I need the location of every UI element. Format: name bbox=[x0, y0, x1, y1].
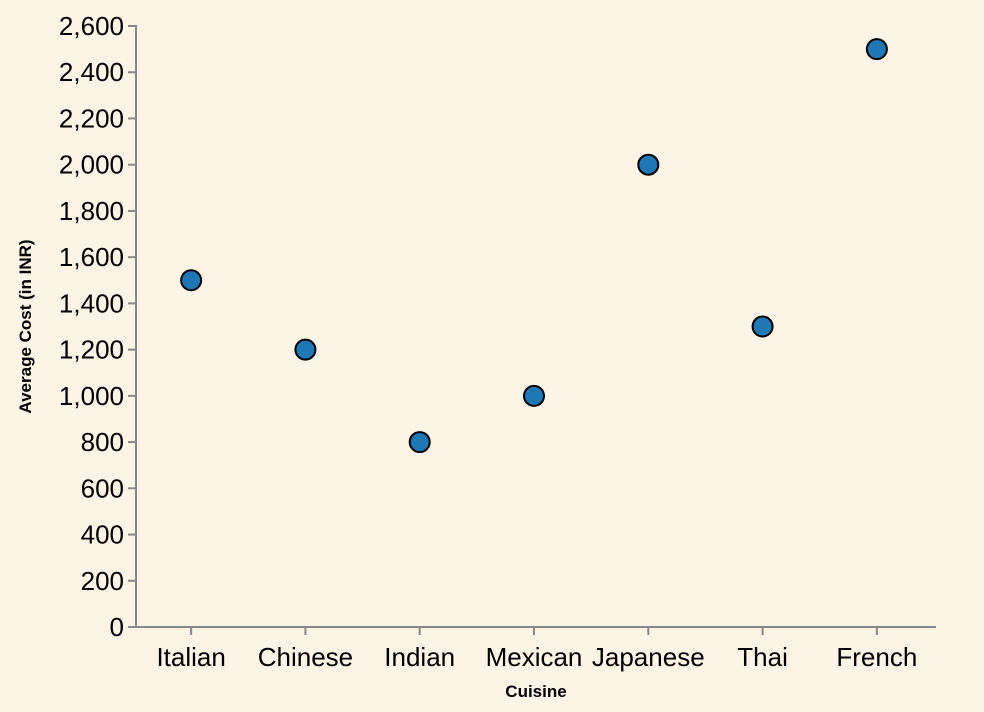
x-tick-label-thai: Thai bbox=[737, 642, 788, 672]
y-tick-label: 2,000 bbox=[59, 150, 124, 180]
x-tick-label-french: French bbox=[836, 642, 917, 672]
data-point-mexican bbox=[523, 384, 545, 407]
y-tick-label: 2,400 bbox=[59, 57, 124, 87]
x-tick-label-mexican: Mexican bbox=[486, 642, 583, 672]
x-tick-label-indian: Indian bbox=[384, 642, 455, 672]
y-tick-label: 1,400 bbox=[59, 288, 124, 318]
x-axis-title: Cuisine bbox=[505, 682, 566, 701]
data-point-japanese bbox=[637, 153, 660, 176]
data-point-french bbox=[865, 38, 888, 61]
y-tick-label: 200 bbox=[81, 566, 124, 596]
x-tick-label-italian: Italian bbox=[156, 642, 225, 672]
y-tick-label: 1,800 bbox=[59, 196, 124, 226]
y-tick-label: 0 bbox=[110, 612, 124, 642]
y-tick-label: 1,000 bbox=[59, 381, 124, 411]
data-point-chinese bbox=[294, 338, 317, 361]
y-tick-label: 1,200 bbox=[59, 335, 124, 365]
x-tick-label-japanese: Japanese bbox=[592, 642, 705, 672]
y-axis: 0 200 400 600 800 1,000 1,200 1,400 1,600 1,800 2,… bbox=[59, 11, 137, 642]
x-axis: Italian Chinese Indian Mexican Japanese Thai F… bbox=[136, 626, 936, 672]
data-point-italian bbox=[180, 269, 203, 292]
y-tick-label: 600 bbox=[81, 473, 124, 503]
y-tick-label: 400 bbox=[81, 520, 124, 550]
data-point-thai bbox=[751, 315, 774, 338]
y-tick-label: 2,200 bbox=[59, 103, 124, 133]
y-tick-label: 800 bbox=[81, 427, 124, 457]
data-points bbox=[180, 38, 888, 454]
data-point-indian bbox=[408, 431, 431, 454]
x-tick-label-chinese: Chinese bbox=[258, 642, 353, 672]
y-tick-label: 1,600 bbox=[59, 242, 124, 272]
y-tick-label: 2,600 bbox=[59, 11, 124, 41]
y-axis-title: Average Cost (in INR) bbox=[16, 239, 35, 413]
